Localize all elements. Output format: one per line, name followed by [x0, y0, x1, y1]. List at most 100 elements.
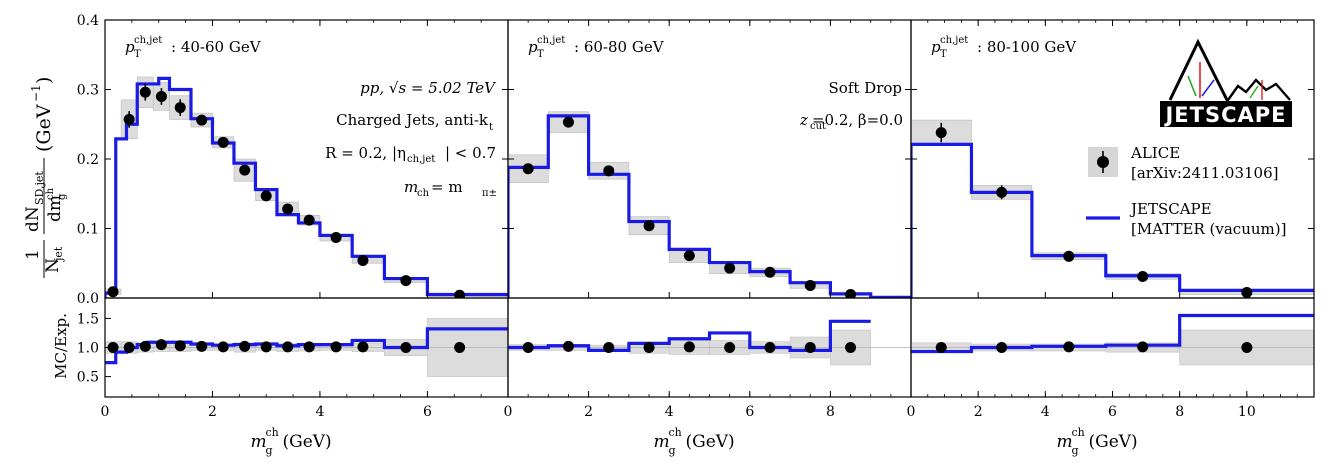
- ratio-point: [217, 341, 229, 353]
- y-top-dm-sub: g: [57, 193, 68, 200]
- alice-point: [330, 232, 342, 244]
- ratio-point: [107, 342, 119, 353]
- ratio-point: [260, 341, 272, 353]
- ratio-point: [562, 340, 574, 352]
- x-tick-label: 10: [1238, 404, 1256, 420]
- annot-zcut-sub: cut: [810, 121, 826, 132]
- alice-point: [996, 186, 1008, 198]
- x-tick-label: 4: [1041, 404, 1050, 420]
- alice-point: [217, 136, 229, 148]
- y-tick-label: 0.1: [77, 222, 99, 238]
- y-top-den-sub: jet: [52, 246, 65, 263]
- alice-point: [1137, 270, 1149, 282]
- logo-mountain: [1168, 38, 1230, 103]
- alice-point: [804, 279, 816, 291]
- legend-alice-marker: [1097, 156, 1109, 168]
- pt-range: : 40-60 GeV: [171, 38, 262, 56]
- annot-charged-sub: t: [489, 122, 493, 133]
- x-label-m: m: [654, 432, 670, 452]
- legend-alice-ref: [arXiv:2411.03106]: [1131, 164, 1278, 182]
- y-top-frac-num: 1: [23, 249, 43, 260]
- y-top-dN-sub: SD,jet: [33, 171, 46, 205]
- x-label-sup: ch: [266, 426, 279, 439]
- ratio-point: [804, 342, 816, 353]
- alice-point: [522, 163, 534, 175]
- alice-point: [764, 266, 776, 278]
- panel-pt-label: p Tch,jet: 60-80 GeV: [528, 35, 665, 60]
- ratio-point: [357, 341, 369, 353]
- ratio-point: [683, 341, 695, 353]
- alice-point: [260, 190, 272, 202]
- alice-point: [303, 214, 315, 226]
- pt-sub: T: [537, 49, 544, 60]
- ratio-point: [123, 342, 135, 353]
- pt-range: : 80-100 GeV: [977, 38, 1077, 56]
- x-tick-label: 2: [208, 404, 217, 420]
- y-axis-label-top: 1 N jet dN SD,jet dm ch g (GeV −1 ): [23, 77, 68, 278]
- x-tick-label: 0: [101, 404, 110, 420]
- x-tick-label: 4: [665, 404, 674, 420]
- annot-mch-sub: ch: [417, 188, 430, 199]
- x-tick-label: 0: [907, 404, 916, 420]
- y-tick-label: 0.0: [77, 291, 99, 307]
- ratio-point: [603, 342, 615, 353]
- x-tick-label: 4: [315, 404, 324, 420]
- alice-point: [845, 289, 857, 298]
- annot-zcut-end: =0.2, β=0.0: [812, 111, 903, 129]
- annot-mch-sub2: π±: [482, 188, 497, 199]
- logo-blue-line: [1201, 79, 1215, 97]
- ratio-y-tick-label: 1.5: [77, 311, 99, 327]
- y-top-dm: dm: [45, 195, 65, 222]
- x-tick-label: 6: [1108, 404, 1117, 420]
- jetscape-step-line: [508, 114, 911, 298]
- panel-3: 0 2 4 6 8 10 p Tch,jet: 80-100 GeV: [907, 19, 1315, 420]
- panel-1: 0 2 4 6 0.0 0.1 0.2 0.3 0.4 0.5 1.0 1.5 p Tch,jet: 40…: [77, 13, 509, 420]
- y-top-dm-sup: ch: [45, 187, 56, 200]
- x-tick-label: 2: [974, 404, 983, 420]
- annot-zcut: z: [799, 111, 808, 129]
- alice-point: [139, 86, 151, 98]
- alice-point: [239, 164, 251, 176]
- ratio-point: [303, 341, 315, 353]
- y-tick-label: 0.4: [77, 13, 99, 29]
- ratio-plot-area: [105, 318, 508, 377]
- ratio-point: [522, 342, 534, 353]
- y-top-dN: dN: [23, 206, 43, 232]
- y-top-unit: (GeV: [33, 104, 55, 152]
- annotations-panel-1: pp, √s = 5.02 TeV Charged Jets, anti-k t…: [325, 79, 497, 199]
- x-label-unit: (GeV): [1089, 432, 1138, 452]
- x-tick-label: 6: [423, 404, 432, 420]
- alice-point: [123, 113, 135, 125]
- ratio-point: [139, 340, 151, 352]
- logo-green-line: [1187, 75, 1197, 97]
- panels: 0 2 4 60.00.10.20.30.40.51.01.5p Tch,jet: 40…: [77, 13, 1315, 420]
- pt-symbol: p: [528, 38, 538, 56]
- y-top-frac-den: N: [43, 258, 63, 273]
- annot-softdrop: Soft Drop: [829, 79, 902, 97]
- annot-R-sub: ch,jet: [407, 154, 435, 165]
- alice-point: [643, 220, 655, 232]
- legend: ALICE [arXiv:2411.03106] JETSCAPE [MATTE…: [1086, 144, 1286, 238]
- ratio-point: [330, 341, 342, 353]
- ratio-point: [196, 340, 208, 352]
- logo-banner: [1160, 101, 1292, 127]
- alice-point: [562, 116, 574, 128]
- alice-point: [400, 275, 412, 287]
- x-tick-label: 0: [504, 404, 513, 420]
- ratio-point: [935, 342, 947, 353]
- alice-point: [155, 90, 167, 102]
- legend-jetscape-label: JETSCAPE: [1129, 200, 1212, 218]
- ratio-point: [643, 342, 655, 353]
- logo-green-line-2: [1249, 85, 1259, 99]
- annot-charged: Charged Jets, anti-k: [336, 111, 489, 129]
- pt-symbol: p: [931, 38, 941, 56]
- jetscape-ratio-line: [105, 327, 508, 365]
- top-plot-area: [911, 119, 1314, 298]
- pt-range: : 60-80 GeV: [574, 38, 665, 56]
- ratio-point: [845, 342, 857, 353]
- pt-sup: ch,jet: [940, 35, 968, 46]
- alice-point: [196, 114, 208, 126]
- alice-point: [724, 262, 736, 274]
